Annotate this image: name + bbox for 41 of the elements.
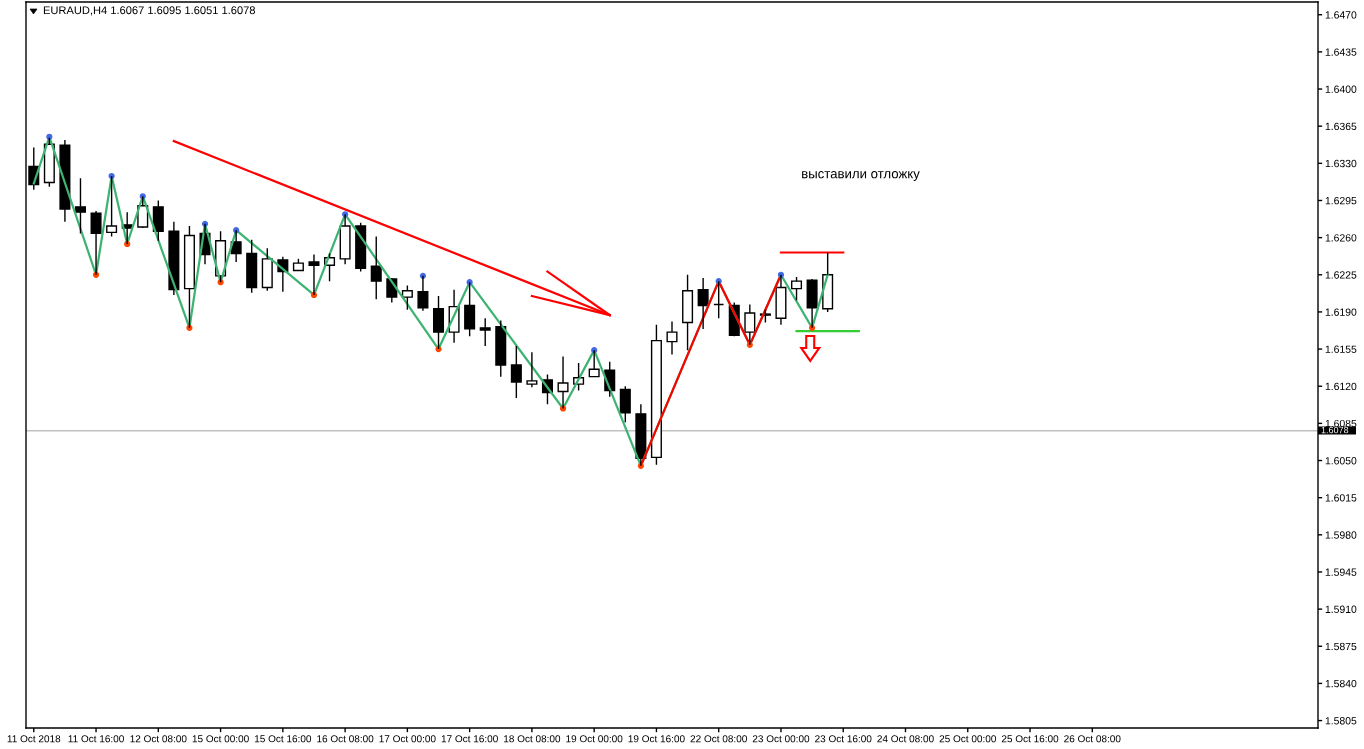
x-tick-label: 25 Oct 16:00: [1001, 735, 1059, 743]
y-tick-label: 1.6470: [1325, 11, 1357, 19]
x-tick-label: 26 Oct 08:00: [1064, 735, 1121, 743]
annotation: выставили отложку: [802, 171, 920, 181]
x-tick-label: 19 Oct 00:00: [566, 735, 623, 743]
x-tick-label: 11 Oct 16:00: [68, 735, 124, 743]
chart-title: EURAUD,H4 1.6067 1.6095 1.6051 1.6078: [43, 6, 256, 16]
y-tick-label: 1.6120: [1325, 382, 1357, 391]
x-tick-label: 11 Oct 2018: [7, 735, 61, 743]
y-tick-label: 1.6295: [1325, 196, 1357, 205]
x-tick-label: 17 Oct 00:00: [379, 735, 436, 743]
y-tick-label: 1.5980: [1325, 531, 1357, 539]
y-tick-label: 1.5805: [1325, 717, 1357, 725]
x-tick-label: 22 Oct 08:00: [690, 735, 747, 743]
y-tick-label: 1.6015: [1325, 494, 1357, 502]
x-tick-label: 15 Oct 16:00: [254, 735, 312, 743]
y-tick-label: 1.6330: [1325, 159, 1357, 168]
x-tick-label: 19 Oct 16:00: [628, 735, 685, 743]
x-tick-label: 25 Oct 00:00: [939, 735, 996, 743]
x-tick-label: 12 Oct 08:00: [130, 735, 187, 743]
y-tick-label: 1.6400: [1325, 85, 1357, 93]
x-tick-label: 16 Oct 08:00: [317, 735, 374, 743]
x-tick-label: 18 Oct 08:00: [504, 735, 561, 743]
x-tick-label: 23 Oct 00:00: [752, 735, 810, 743]
x-tick-label: 24 Oct 08:00: [877, 735, 934, 743]
y-tick-label: 1.5875: [1325, 642, 1357, 651]
y-tick-label: 1.6155: [1325, 345, 1357, 353]
y-tick-label: 1.6365: [1325, 122, 1357, 131]
ref-line-label: 1.6078: [1321, 426, 1349, 434]
y-tick-label: 1.6190: [1325, 308, 1357, 316]
y-tick-label: 1.6260: [1325, 234, 1357, 242]
x-tick-label: 17 Oct 16:00: [441, 735, 498, 743]
y-tick-label: 1.6085: [1325, 419, 1357, 428]
y-tick-label: 1.6050: [1325, 457, 1357, 465]
y-tick-label: 1.6435: [1325, 48, 1357, 56]
y-tick-label: 1.5910: [1325, 605, 1357, 613]
x-tick-label: 23 Oct 16:00: [815, 735, 872, 743]
y-tick-label: 1.5840: [1325, 679, 1357, 688]
y-tick-label: 1.5945: [1325, 568, 1357, 576]
x-tick-label: 15 Oct 00:00: [192, 735, 249, 743]
y-tick-label: 1.6225: [1325, 271, 1357, 279]
